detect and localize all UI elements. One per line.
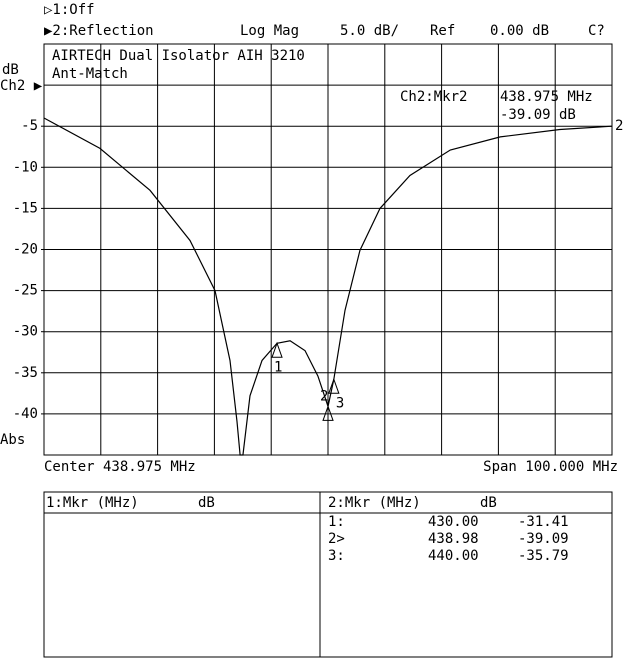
cal-status: C? [588,23,605,39]
marker [322,404,334,421]
table-cell: -35.79 [518,548,569,564]
ref-label: Ref [430,23,455,39]
y-tick-label: -5 [21,118,38,134]
table-cell: 3: [328,548,345,564]
trace [43,117,613,456]
x-span: Span 100.000 MHz [483,459,618,475]
readout-value: -39.09 dB [500,107,576,123]
table-cell: 430.00 [428,514,479,530]
table-unit: dB [480,495,497,511]
y-tick-label: -40 [13,406,38,422]
ref-marker: Ch2 ▶ [0,78,43,94]
table-unit: dB [198,495,215,511]
chart-title: AIRTECH Dual Isolator AIH 3210 [52,48,305,64]
table-cell: 440.00 [428,548,479,564]
trace-label: 2 [615,118,623,134]
chart-subtitle: Ant-Match [52,66,128,82]
y-tick-label: -30 [13,324,38,340]
table-title: 1:Mkr (MHz) [46,495,139,511]
marker [271,341,283,358]
ref-value: 0.00 dB [490,23,549,39]
readout-freq: 438.975 MHz [500,89,593,105]
y-label: dB [2,62,19,78]
format: Log Mag [240,23,299,39]
table-title: 2:Mkr (MHz) [328,495,421,511]
y-tick-label: -20 [13,242,38,258]
ch2-status: ▶2:Reflection [44,23,154,39]
y-tick-label: -35 [13,365,38,381]
readout-marker: Ch2:Mkr2 [400,89,467,105]
marker [328,377,340,394]
x-center: Center 438.975 MHz [44,459,196,475]
scale: 5.0 dB/ [340,23,399,39]
ch1-status: ▷1:Off [44,2,95,18]
table-box [43,491,613,658]
marker-label: 2 [320,388,328,404]
table-cell: -31.41 [518,514,569,530]
table-cell: 438.98 [428,531,479,547]
y-mode: Abs [0,432,25,448]
y-tick-label: -10 [13,159,38,175]
table-cell: 2> [328,531,345,547]
marker-label: 3 [336,395,344,411]
marker-label: 1 [274,359,282,375]
y-tick-label: -15 [13,200,38,216]
table-cell: 1: [328,514,345,530]
y-tick-label: -25 [13,283,38,299]
table-cell: -39.09 [518,531,569,547]
